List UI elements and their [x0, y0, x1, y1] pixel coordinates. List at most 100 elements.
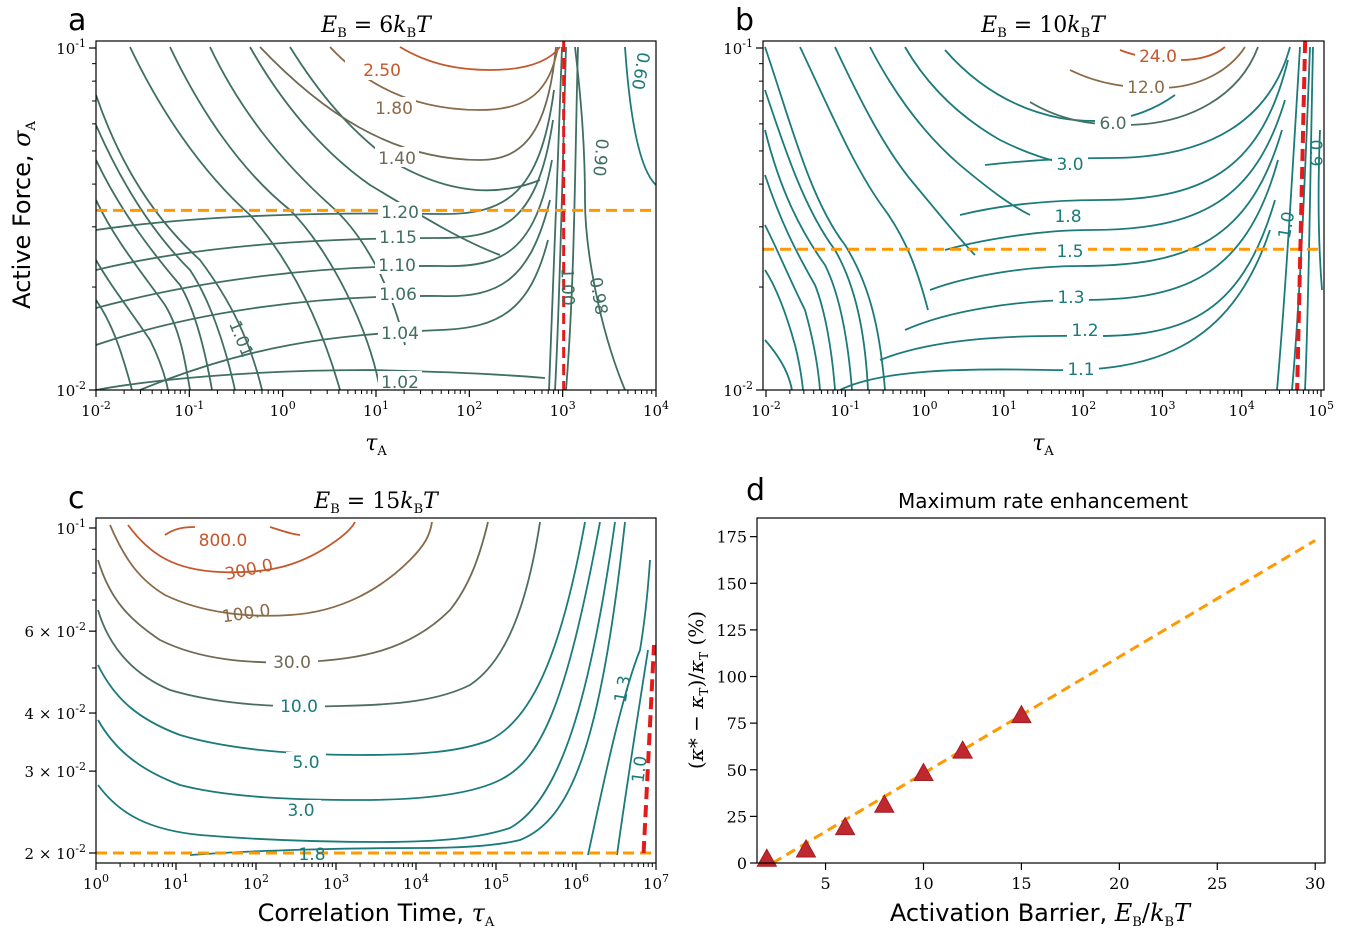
y-tick-label: 125	[716, 621, 747, 640]
contour-label: 2.50	[363, 61, 401, 81]
contour-label: 1.0	[1275, 210, 1299, 240]
tick-label: 2 × 10-2	[25, 842, 86, 863]
contour-label: 1.00	[556, 268, 577, 307]
chart-title: Maximum rate enhancement	[898, 489, 1188, 513]
panel-d: d Maximum rate enhancement 5 10 15 20 25 30 0…	[684, 473, 1326, 930]
contour-label: 1.3	[611, 674, 635, 704]
panel-b-axes-frame	[762, 40, 1325, 391]
contour-label: 1.3	[1057, 288, 1084, 308]
data-point	[913, 762, 934, 781]
tick-label: 105	[483, 872, 509, 893]
contour-label: 1.10	[378, 256, 416, 276]
tick-label: 102	[243, 872, 269, 893]
tick-label: 102	[1070, 399, 1096, 420]
panel-c: c EB = 15kBT 800.0 300.0 100.0 30.0	[25, 481, 670, 930]
data-point	[952, 740, 974, 759]
contour-label: 1.1	[1067, 360, 1094, 380]
x-tick-label: 10	[913, 874, 933, 893]
contour-label: 30.0	[273, 653, 311, 673]
tick-label: 10-1	[174, 399, 204, 420]
contour-label: 1.02	[381, 373, 419, 393]
panel-b-contour-labels: 24.0 12.0 6.0 3.0 1.8 1.5 1.3 1.2 1.1 1.…	[1050, 45, 1325, 380]
contour-label: 3.0	[1056, 155, 1083, 175]
tick-label: 101	[991, 399, 1017, 420]
panel-letter-d: d	[746, 473, 765, 508]
x-tick-label: 15	[1011, 874, 1031, 893]
contour-label: 0.60	[627, 50, 653, 91]
tick-label: 104	[403, 872, 429, 893]
y-tick-label: 25	[727, 807, 747, 826]
tick-label: 10-2	[723, 379, 753, 400]
panel-a-axes-frame	[95, 40, 657, 391]
tick-label: 10-2	[81, 399, 111, 420]
tick-label: 10-2	[56, 379, 86, 400]
panel-c-x-ticks: 100 101 102 103 104 105 106 107	[83, 863, 669, 893]
tick-label: 10-1	[723, 37, 753, 58]
panel-d-y-ticks: 0 25 50 75 100 125 150 175	[716, 528, 757, 873]
tick-label: 103	[1149, 399, 1175, 420]
panel-c-title: EB = 15kBT	[313, 489, 440, 517]
tick-label: 10-1	[830, 399, 860, 420]
y-tick-label: 100	[716, 668, 747, 687]
data-point	[834, 816, 856, 836]
tick-label: 10-1	[56, 517, 86, 538]
contour-label: 1.0	[628, 755, 651, 784]
tick-label: 100	[270, 399, 296, 420]
tick-label: 3 × 10-2	[25, 760, 86, 781]
contour-label: 0.98	[585, 276, 611, 317]
panel-b-x-axis-label: τA	[1032, 431, 1054, 459]
y-tick-label: 50	[727, 761, 747, 780]
contour-label: 1.40	[378, 149, 416, 169]
contour-label: 1.04	[381, 324, 419, 344]
panel-letter-b: b	[735, 3, 754, 38]
fit-line	[771, 539, 1316, 865]
tick-label: 101	[163, 872, 189, 893]
x-tick-label: 20	[1109, 874, 1129, 893]
panel-b-x-ticks: 10-2 10-1 100 101 102 103 104 105	[751, 390, 1334, 420]
contour-label: 24.0	[1139, 47, 1177, 67]
panel-d-axes-frame	[756, 517, 1326, 864]
contour-label: 1.8	[298, 845, 325, 865]
x-tick-label: 25	[1207, 874, 1227, 893]
contour-label: 1.01	[224, 318, 257, 361]
panel-c-contours	[97, 521, 651, 856]
tick-label: 100	[912, 399, 938, 420]
contour-label: 1.80	[375, 99, 413, 119]
y-tick-label: 175	[716, 528, 747, 547]
panel-b-contours	[764, 46, 1323, 390]
x-tick-label: 30	[1305, 874, 1325, 893]
panel-letter-a: a	[68, 3, 86, 38]
panel-a: a EB = 6kBT	[8, 3, 669, 459]
data-markers	[756, 704, 1032, 867]
tick-label: 100	[83, 872, 109, 893]
panel-b: b EB = 10kBT	[723, 3, 1334, 459]
tick-label: 104	[643, 399, 669, 420]
tick-label: 101	[363, 399, 389, 420]
tick-label: 107	[643, 872, 669, 893]
contour-label: 1.8	[1054, 207, 1081, 227]
tick-label: 106	[563, 872, 589, 893]
contour-label: 800.0	[199, 531, 248, 551]
tick-label: 102	[456, 399, 482, 420]
tick-label: 103	[550, 399, 576, 420]
contour-label: 3.0	[287, 801, 314, 821]
panel-letter-c: c	[68, 481, 85, 516]
panel-a-x-ticks: 10-2 10-1 100 101 102 103 104	[81, 390, 669, 420]
x-tick-label: 5	[820, 874, 830, 893]
contour-label: 1.20	[381, 203, 419, 223]
contour-label: 0.9	[1305, 139, 1325, 166]
contour-label: 10.0	[280, 697, 318, 717]
panel-c-axes-frame	[95, 517, 657, 864]
y-axis-label: (κ* − κT)/κT (%)	[684, 611, 711, 769]
y-tick-label: 150	[716, 574, 747, 593]
panel-c-x-axis-label: Correlation Time, τA	[258, 899, 495, 930]
contour-label: 0.90	[588, 138, 611, 177]
panel-c-y-ticks: 10-1 6 × 10-2 4 × 10-2 3 × 10-2 2 × 10-2	[25, 517, 96, 863]
panel-a-contour-labels: 2.50 1.80 1.40 1.20 1.15 1.10 1.06 1.04 …	[224, 50, 653, 393]
contour-label: 100.0	[221, 601, 272, 628]
contour-label: 12.0	[1127, 78, 1165, 98]
x-axis-label: Activation Barrier, EB/kBT	[890, 899, 1192, 930]
y-tick-label: 75	[727, 714, 747, 733]
tick-label: 6 × 10-2	[25, 620, 86, 641]
